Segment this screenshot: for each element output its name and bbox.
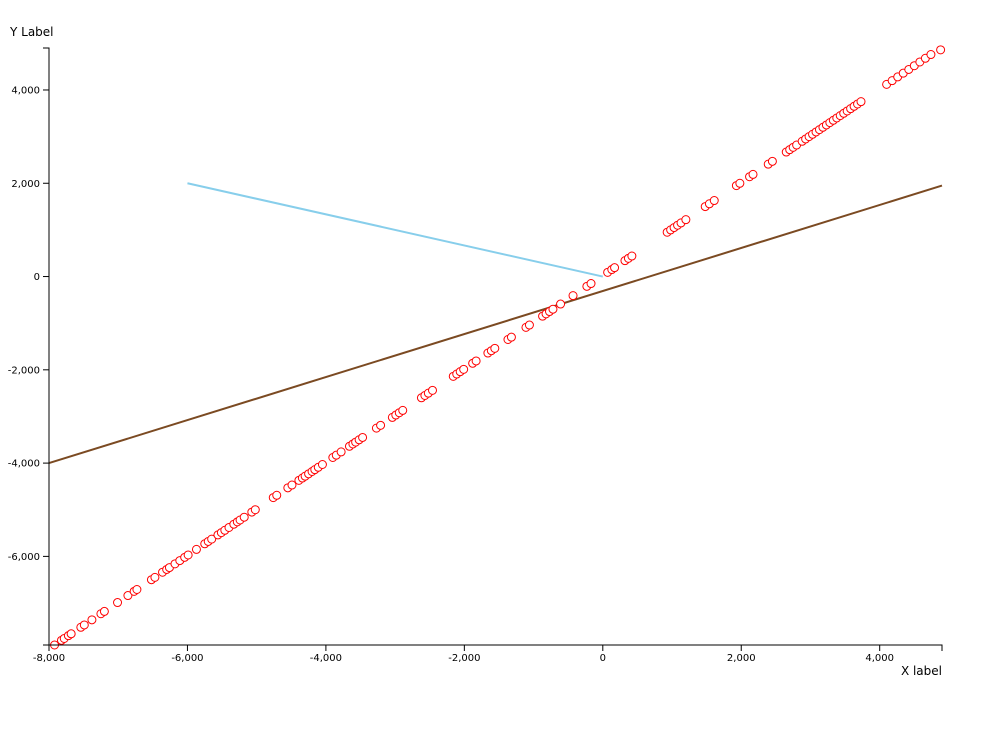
scatter-point: [471, 356, 481, 366]
x-tick-label: -6,000: [171, 653, 203, 664]
y-tick-label: 4,000: [11, 85, 40, 96]
scatter-point: [239, 512, 249, 522]
scatter-point: [586, 279, 596, 289]
scatter-point: [79, 620, 89, 630]
scatter-point: [627, 251, 637, 261]
y-axis-title: Y Label: [9, 25, 54, 39]
y-tick-label: -4,000: [8, 459, 40, 470]
scatter-point: [207, 534, 217, 544]
scatter-point: [336, 447, 346, 457]
scatter-point: [183, 550, 193, 560]
x-tick-label: -8,000: [33, 653, 65, 664]
scatter-point: [556, 299, 566, 309]
scatter-point: [856, 97, 866, 107]
scatter-point: [191, 544, 201, 554]
x-tick-label: 2,000: [727, 653, 756, 664]
scatter-point: [99, 606, 109, 616]
series-line: [48, 184, 943, 465]
scatter-point: [428, 385, 438, 395]
x-tick-label: 0: [600, 653, 606, 664]
scatter-point: [506, 332, 516, 342]
x-tick-label: 4,000: [865, 653, 894, 664]
scatter-point: [113, 598, 123, 608]
y-tick-label: -6,000: [8, 552, 40, 563]
scatter-point: [398, 405, 408, 415]
scatter-point: [548, 304, 558, 314]
x-tick-label: -4,000: [310, 653, 342, 664]
scatter-point: [272, 490, 282, 500]
y-tick-label: 0: [34, 272, 40, 283]
series-line: [187, 182, 604, 278]
y-tick-label: -2,000: [8, 365, 40, 376]
series-lines: [48, 182, 943, 465]
scatter-point: [376, 420, 386, 430]
scatter-point: [524, 320, 534, 330]
scatter-point: [735, 178, 745, 188]
scatter-point: [150, 572, 160, 582]
y-axis-ticks: 4,000 2,000 0 -2,000 -4,000 -6,000: [8, 85, 49, 563]
scatter-point: [681, 215, 691, 225]
scatter-point: [709, 196, 719, 206]
y-tick-label: 2,000: [11, 179, 40, 190]
scatter-point: [459, 364, 469, 374]
x-axis-title: X label: [901, 664, 942, 678]
x-axis-ticks: -8,000 -6,000 -4,000 -2,000 0 2,000 4,000: [33, 645, 894, 664]
scatter-point: [748, 169, 758, 179]
scatter-point: [317, 460, 327, 470]
scatter-point: [490, 343, 500, 353]
scatter-point: [250, 505, 260, 515]
scatter-point: [767, 156, 777, 166]
scatter-point: [87, 615, 97, 625]
x-tick-label: -2,000: [448, 653, 480, 664]
scatter-point: [610, 263, 620, 273]
axes: -8,000 -6,000 -4,000 -2,000 0 2,000 4,000 4,00…: [8, 47, 943, 664]
scatter-point: [926, 50, 936, 60]
scatter-point: [358, 432, 368, 442]
scatter-point: [568, 291, 578, 301]
scatter-point: [287, 480, 297, 490]
x-axis-line: [48, 644, 943, 651]
y-axis-line: [43, 47, 50, 646]
scatter-point: [132, 584, 142, 594]
scatter-points: [50, 45, 946, 650]
scatter-point: [123, 591, 133, 601]
scatter-point: [936, 45, 946, 55]
scatter-point: [66, 629, 76, 639]
